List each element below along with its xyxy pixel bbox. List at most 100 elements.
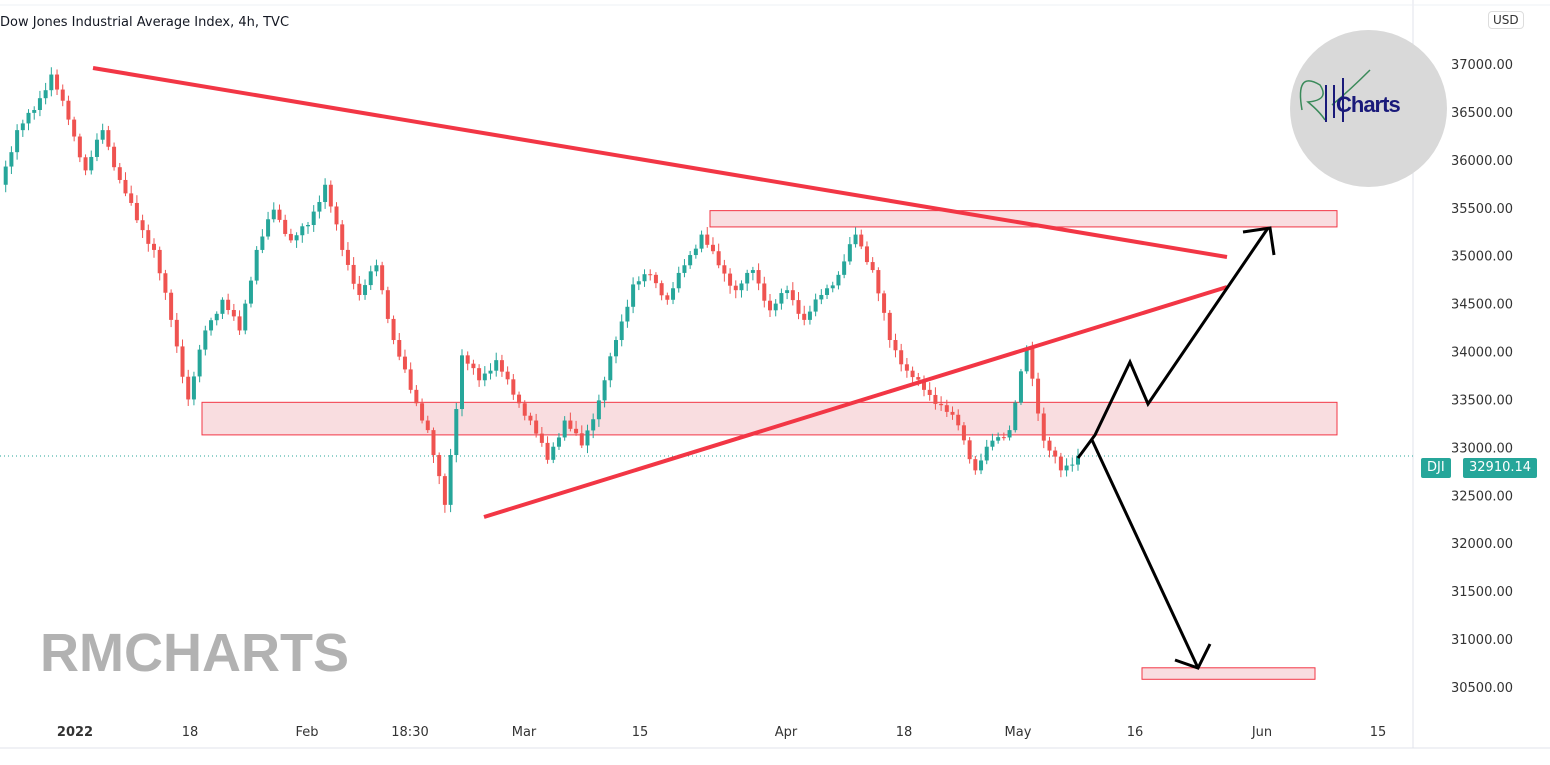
candle bbox=[676, 266, 681, 293]
candle-body bbox=[876, 270, 881, 294]
candle-body bbox=[488, 370, 493, 374]
zone-rectangle bbox=[1141, 667, 1316, 680]
candle-body bbox=[460, 355, 464, 410]
candle-body bbox=[1036, 378, 1041, 414]
candle-body bbox=[311, 211, 316, 226]
candle-body bbox=[813, 299, 818, 312]
candle-body bbox=[745, 272, 750, 284]
candle bbox=[864, 241, 869, 265]
candle-body bbox=[306, 225, 310, 227]
candle-body bbox=[939, 403, 944, 406]
candle bbox=[140, 214, 145, 238]
candle bbox=[528, 412, 533, 426]
candle bbox=[1076, 448, 1080, 471]
candle-body bbox=[870, 262, 875, 271]
x-tick-label: 15 bbox=[1370, 725, 1387, 740]
candle-body bbox=[129, 193, 134, 203]
x-tick-label: 18:30 bbox=[391, 725, 428, 740]
candle-body bbox=[266, 219, 271, 237]
candle-body bbox=[505, 371, 510, 380]
candle-body bbox=[163, 273, 168, 293]
candle-body bbox=[1030, 347, 1035, 379]
candle-body bbox=[277, 209, 282, 220]
x-tick-label: 18 bbox=[182, 725, 199, 740]
candle bbox=[134, 195, 139, 223]
candle bbox=[425, 415, 430, 433]
candle bbox=[442, 473, 447, 513]
candle bbox=[123, 172, 128, 197]
candle-body bbox=[3, 166, 8, 185]
candle bbox=[1070, 457, 1075, 472]
candle bbox=[950, 406, 955, 420]
candle-body bbox=[209, 320, 214, 331]
candle-body bbox=[420, 403, 425, 421]
candle bbox=[323, 178, 328, 209]
candle-body bbox=[294, 235, 299, 241]
candle-body bbox=[49, 74, 54, 91]
candle bbox=[283, 214, 288, 237]
candle bbox=[825, 284, 830, 299]
candle bbox=[984, 439, 989, 465]
candle bbox=[790, 282, 795, 306]
candle-body bbox=[642, 274, 647, 282]
candle bbox=[807, 305, 812, 325]
candle-body bbox=[882, 293, 887, 313]
candle bbox=[1053, 446, 1058, 464]
candle-body bbox=[585, 430, 590, 446]
candle-body bbox=[203, 330, 208, 350]
candle-body bbox=[180, 346, 185, 377]
candle bbox=[813, 293, 818, 317]
candle-body bbox=[191, 376, 196, 400]
candle bbox=[819, 289, 824, 305]
candle-body bbox=[1070, 464, 1075, 466]
candle bbox=[9, 146, 14, 175]
candle bbox=[756, 263, 761, 291]
rmcharts-logo: Charts bbox=[1290, 30, 1447, 187]
candle bbox=[448, 448, 453, 513]
candle-body bbox=[94, 139, 99, 157]
candle bbox=[830, 281, 835, 293]
candle bbox=[785, 285, 790, 300]
candle bbox=[260, 229, 265, 254]
candle bbox=[465, 351, 470, 371]
candle bbox=[876, 267, 881, 302]
candle bbox=[231, 303, 236, 321]
candle bbox=[722, 259, 727, 282]
candle-body bbox=[157, 249, 162, 274]
candle bbox=[910, 366, 915, 384]
candle bbox=[882, 290, 887, 321]
candle-body bbox=[973, 459, 978, 471]
candle bbox=[243, 299, 248, 335]
candle bbox=[522, 400, 527, 421]
candle bbox=[768, 294, 772, 318]
candle bbox=[927, 382, 932, 401]
candle-body bbox=[391, 318, 396, 341]
candle bbox=[899, 343, 904, 372]
candle bbox=[43, 82, 48, 105]
candle-body bbox=[665, 295, 670, 300]
candle-body bbox=[773, 303, 778, 311]
candle bbox=[1058, 452, 1063, 478]
candle-body bbox=[893, 340, 898, 351]
x-tick-label: Feb bbox=[295, 725, 318, 740]
candle bbox=[3, 160, 8, 193]
currency-button[interactable]: USD bbox=[1488, 11, 1524, 29]
candle bbox=[226, 293, 231, 315]
candle-body bbox=[887, 312, 892, 341]
candle-body bbox=[174, 319, 179, 347]
candle-body bbox=[625, 306, 630, 322]
candle bbox=[317, 195, 322, 219]
candle bbox=[904, 357, 909, 378]
candle bbox=[437, 452, 442, 485]
candle-body bbox=[619, 321, 624, 341]
candle-body bbox=[659, 283, 664, 296]
candle bbox=[574, 420, 579, 436]
candle bbox=[847, 236, 852, 265]
candle-body bbox=[100, 130, 105, 140]
candle-body bbox=[283, 219, 288, 234]
candle-body bbox=[596, 400, 601, 420]
y-tick-label: 36000.00 bbox=[1451, 154, 1513, 169]
candle-body bbox=[842, 261, 847, 275]
candle bbox=[357, 275, 362, 301]
